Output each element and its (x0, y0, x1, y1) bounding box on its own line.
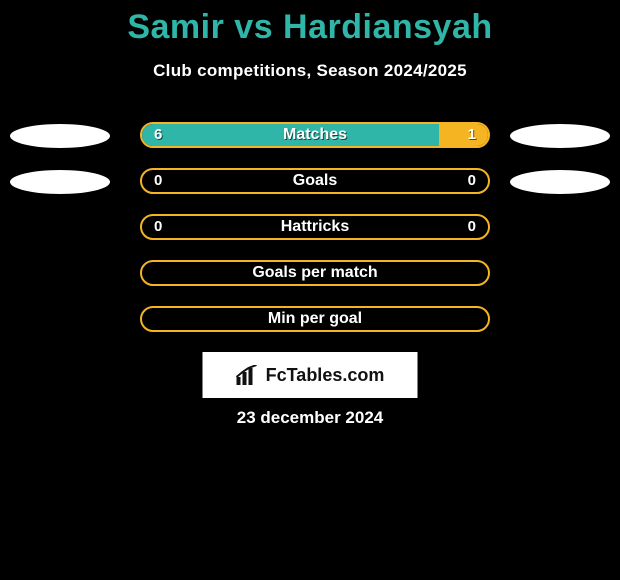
player-right-marker (510, 170, 610, 194)
comparison-infographic: Samir vs Hardiansyah Club competitions, … (0, 0, 620, 580)
stat-value-right: 1 (468, 124, 476, 146)
stat-row: Min per goal (0, 306, 620, 334)
stat-value-left: 0 (154, 170, 162, 192)
bar-chart-icon (236, 365, 260, 385)
stat-bar: Goals per match (140, 260, 490, 286)
player-right-marker (510, 124, 610, 148)
stat-value-left: 6 (154, 124, 162, 146)
stat-bar: 0 0Hattricks (140, 214, 490, 240)
stat-value-right: 0 (468, 170, 476, 192)
player-left-marker (10, 170, 110, 194)
page-subtitle: Club competitions, Season 2024/2025 (0, 61, 620, 81)
source-badge-text: FcTables.com (266, 365, 385, 386)
stat-label: Goals (142, 170, 488, 192)
stat-label: Goals per match (142, 262, 488, 284)
stat-bar: 0 0Goals (140, 168, 490, 194)
stat-value-right: 0 (468, 216, 476, 238)
stat-bar: Min per goal (140, 306, 490, 332)
stat-row: Goals per match (0, 260, 620, 288)
stat-bar: 61Matches (140, 122, 490, 148)
footer-date: 23 december 2024 (0, 408, 620, 428)
stat-value-left: 0 (154, 216, 162, 238)
page-title: Samir vs Hardiansyah (0, 0, 620, 47)
stat-row: 0 0Hattricks (0, 214, 620, 242)
stat-row: 61Matches (0, 122, 620, 150)
stat-label: Hattricks (142, 216, 488, 238)
stat-bar-left-fill (142, 124, 439, 146)
stat-label: Min per goal (142, 308, 488, 330)
stat-rows: 61Matches00Goals00HattricksGoals per mat… (0, 122, 620, 352)
stat-row: 0 0Goals (0, 168, 620, 196)
player-left-marker (10, 124, 110, 148)
stat-bar-right-fill (439, 124, 488, 146)
source-badge: FcTables.com (203, 352, 418, 398)
